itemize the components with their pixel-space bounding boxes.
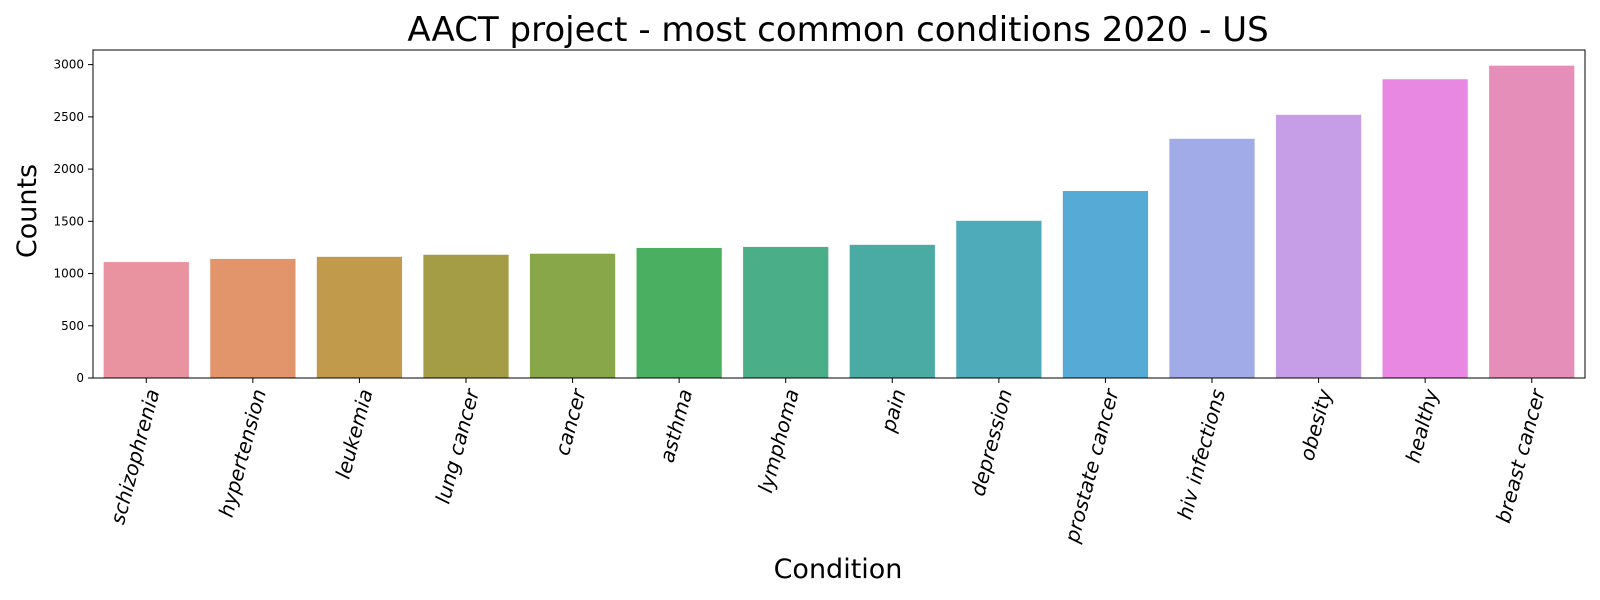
- x-tick-label: leukemia: [331, 387, 378, 482]
- x-tick-label: hiv infections: [1172, 387, 1230, 522]
- y-tick-label: 0: [76, 371, 84, 385]
- y-tick-label: 2500: [53, 110, 84, 124]
- y-axis: 0 500 1000 1500 2000 2500 3000: [53, 58, 93, 385]
- bar-hypertension: [210, 258, 296, 378]
- y-tick-label: 3000: [53, 58, 84, 72]
- y-tick-label: 2000: [53, 162, 84, 176]
- bar-asthma: [636, 247, 722, 378]
- x-tick-label: depression: [965, 387, 1017, 499]
- bar-healthy: [1382, 79, 1468, 378]
- plot-frame: [92, 49, 1586, 379]
- chart-title: AACT project - most common conditions 20…: [407, 10, 1268, 50]
- x-tick-label: lymphoma: [753, 387, 804, 496]
- bar-lung-cancer: [423, 254, 509, 378]
- x-tick-label: hypertension: [214, 387, 271, 520]
- x-tick-label: pain: [876, 387, 911, 436]
- y-tick-label: 500: [61, 319, 84, 333]
- bar-obesity: [1275, 114, 1362, 378]
- x-tick-label: healthy: [1401, 385, 1444, 465]
- bar-breast-cancer: [1489, 65, 1575, 378]
- bar-schizophrenia: [103, 262, 189, 378]
- x-tick-label: obesity: [1295, 385, 1337, 463]
- x-tick-label: schizophrenia: [105, 387, 164, 527]
- x-tick-label: lung cancer: [431, 385, 485, 506]
- x-tick-label: breast cancer: [1491, 385, 1550, 526]
- x-axis-label: Condition: [774, 554, 903, 585]
- bars-group: [103, 65, 1575, 378]
- y-tick-label: 1500: [53, 214, 84, 228]
- y-axis-label: Counts: [12, 164, 43, 258]
- x-axis: schizophrenia hypertension leukemia lung ca…: [105, 378, 1550, 546]
- y-tick-label: 1000: [53, 267, 84, 281]
- bar-lymphoma: [743, 246, 829, 378]
- bar-depression: [956, 220, 1042, 378]
- bar-prostate-cancer: [1062, 191, 1149, 378]
- x-tick-label: asthma: [655, 387, 698, 466]
- bar-leukemia: [316, 256, 403, 378]
- bar-pain: [849, 244, 935, 378]
- x-tick-label: cancer: [550, 385, 591, 458]
- bar-cancer: [529, 253, 616, 378]
- x-tick-label: prostate cancer: [1059, 385, 1124, 546]
- bar-hiv-infections: [1169, 138, 1255, 378]
